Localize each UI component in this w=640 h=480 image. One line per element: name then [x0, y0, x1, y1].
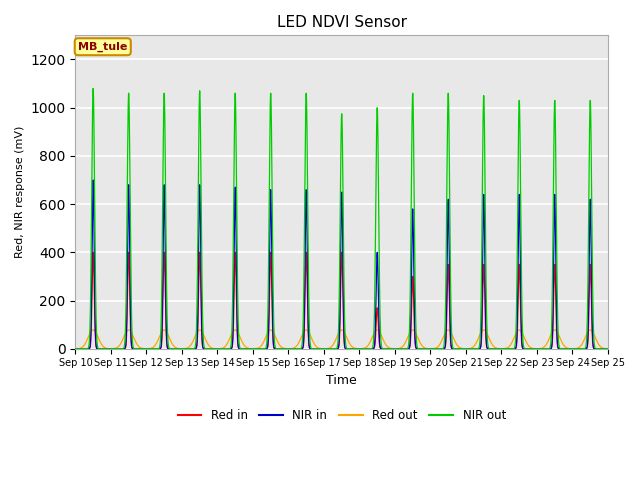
Title: LED NDVI Sensor: LED NDVI Sensor: [276, 15, 406, 30]
X-axis label: Time: Time: [326, 374, 357, 387]
Y-axis label: Red, NIR response (mV): Red, NIR response (mV): [15, 126, 25, 258]
Text: MB_tule: MB_tule: [78, 42, 127, 52]
Legend: Red in, NIR in, Red out, NIR out: Red in, NIR in, Red out, NIR out: [173, 405, 511, 427]
